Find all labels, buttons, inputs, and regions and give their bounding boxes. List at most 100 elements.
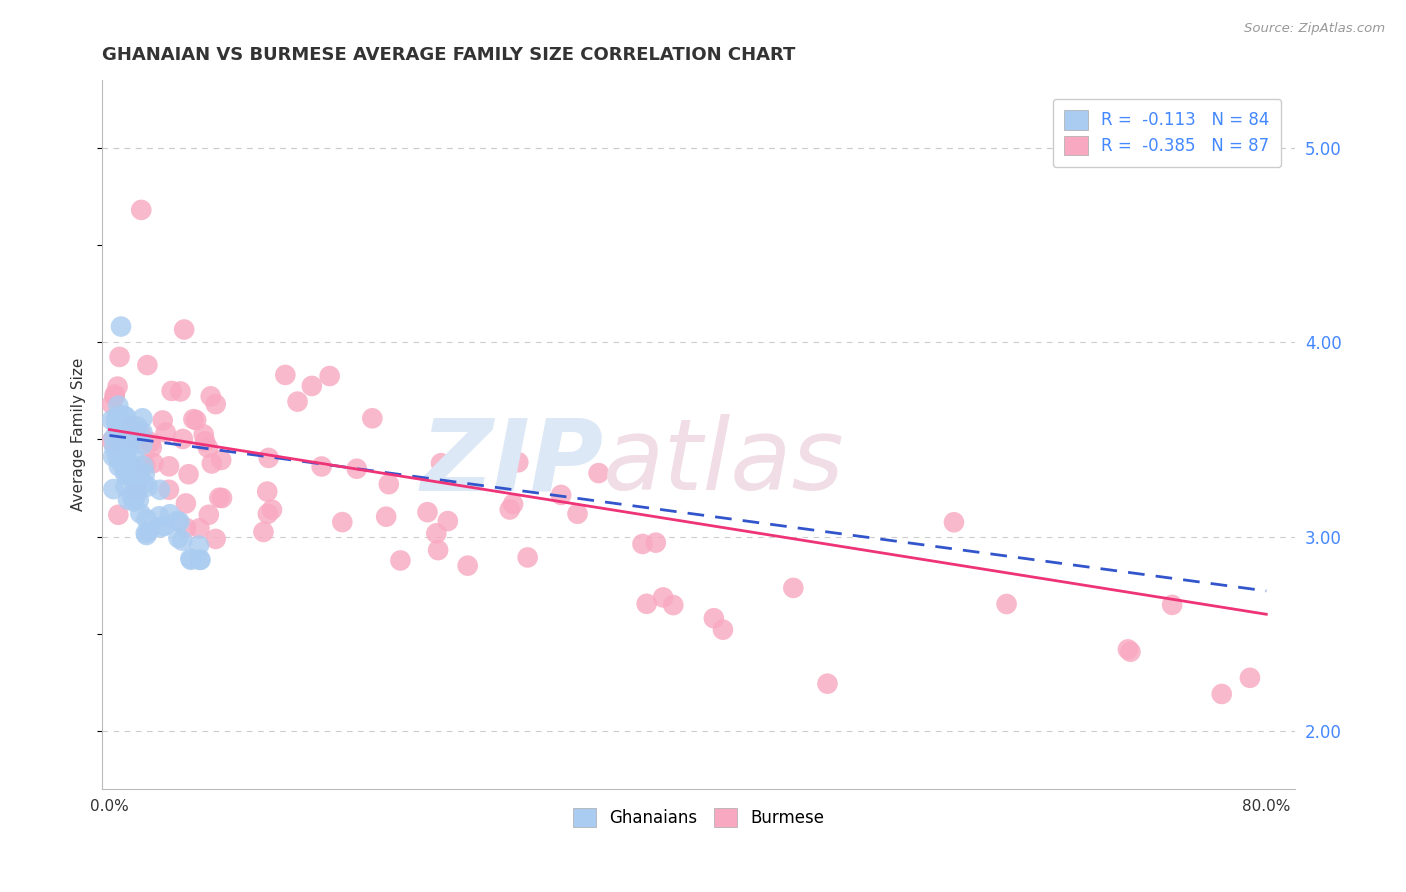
Point	[142, 456, 165, 470]
Point	[631, 537, 654, 551]
Point	[112, 453, 135, 467]
Point	[110, 319, 132, 334]
Point	[995, 597, 1018, 611]
Point	[567, 507, 589, 521]
Point	[193, 427, 215, 442]
Point	[108, 425, 131, 439]
Point	[108, 350, 131, 364]
Point	[153, 519, 176, 533]
Point	[115, 434, 138, 448]
Point	[124, 450, 146, 465]
Point	[508, 455, 530, 469]
Point	[107, 399, 129, 413]
Point	[169, 515, 191, 529]
Point	[131, 437, 153, 451]
Point	[136, 479, 159, 493]
Point	[131, 425, 153, 439]
Point	[122, 462, 145, 476]
Point	[257, 450, 280, 465]
Point	[103, 482, 125, 496]
Point	[127, 427, 149, 442]
Point	[111, 458, 134, 472]
Point	[128, 493, 150, 508]
Point	[389, 553, 412, 567]
Point	[1119, 645, 1142, 659]
Point	[174, 521, 197, 535]
Point	[155, 425, 177, 440]
Point	[121, 489, 143, 503]
Point	[200, 389, 222, 403]
Point	[112, 432, 135, 446]
Point	[550, 488, 572, 502]
Point	[117, 429, 139, 443]
Y-axis label: Average Family Size: Average Family Size	[72, 358, 86, 511]
Point	[427, 543, 450, 558]
Point	[114, 433, 136, 447]
Point	[101, 397, 124, 411]
Point	[190, 553, 212, 567]
Point	[139, 435, 162, 450]
Point	[942, 516, 965, 530]
Point	[120, 418, 142, 433]
Point	[117, 428, 139, 442]
Point	[817, 676, 839, 690]
Text: atlas: atlas	[603, 414, 845, 511]
Point	[114, 479, 136, 493]
Point	[274, 368, 297, 382]
Point	[204, 397, 226, 411]
Point	[172, 432, 194, 446]
Point	[125, 488, 148, 502]
Point	[104, 413, 127, 427]
Point	[177, 467, 200, 482]
Point	[169, 384, 191, 399]
Point	[131, 411, 153, 425]
Point	[346, 461, 368, 475]
Point	[150, 520, 173, 534]
Point	[118, 464, 141, 478]
Point	[132, 458, 155, 473]
Point	[416, 505, 439, 519]
Point	[134, 467, 156, 481]
Point	[135, 526, 157, 541]
Point	[125, 485, 148, 500]
Legend: Ghanaians, Burmese: Ghanaians, Burmese	[567, 802, 831, 834]
Point	[198, 508, 221, 522]
Point	[101, 434, 124, 448]
Point	[375, 509, 398, 524]
Point	[157, 483, 180, 497]
Point	[252, 524, 274, 539]
Point	[134, 458, 156, 472]
Point	[1239, 671, 1261, 685]
Point	[136, 358, 159, 372]
Point	[180, 553, 202, 567]
Point	[588, 466, 610, 480]
Point	[120, 465, 142, 479]
Point	[132, 476, 155, 491]
Point	[122, 485, 145, 500]
Point	[103, 440, 125, 454]
Point	[107, 429, 129, 443]
Point	[437, 514, 460, 528]
Point	[114, 467, 136, 482]
Point	[117, 492, 139, 507]
Point	[125, 470, 148, 484]
Point	[118, 458, 141, 472]
Point	[115, 409, 138, 424]
Point	[703, 611, 725, 625]
Point	[516, 550, 538, 565]
Point	[183, 412, 205, 426]
Point	[115, 442, 138, 456]
Point	[502, 497, 524, 511]
Point	[159, 507, 181, 521]
Point	[499, 502, 522, 516]
Point	[166, 514, 188, 528]
Text: GHANAIAN VS BURMESE AVERAGE FAMILY SIZE CORRELATION CHART: GHANAIAN VS BURMESE AVERAGE FAMILY SIZE …	[103, 46, 796, 64]
Point	[129, 465, 152, 479]
Point	[138, 524, 160, 538]
Text: Source: ZipAtlas.com: Source: ZipAtlas.com	[1244, 22, 1385, 36]
Point	[301, 379, 323, 393]
Point	[112, 409, 135, 423]
Point	[194, 434, 217, 449]
Point	[112, 434, 135, 449]
Point	[114, 447, 136, 461]
